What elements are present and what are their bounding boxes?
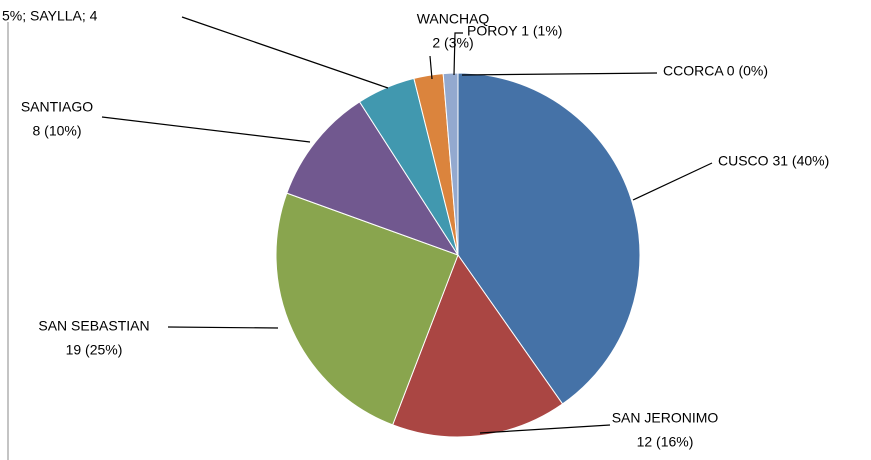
data-label: 19 (25%) [66, 342, 123, 358]
pie-slice [457, 72, 641, 405]
leader-line [461, 72, 658, 76]
data-label: CUSCO 31 (40%) [718, 153, 829, 169]
leader-line [479, 424, 611, 434]
data-label: POROY 1 (1%) [467, 23, 562, 39]
data-label: 2 (3%) [432, 35, 473, 51]
leader-line [167, 326, 279, 329]
data-label: WANCHAQ [417, 11, 490, 27]
leader-line [429, 55, 433, 80]
data-label: SAN JERONIMO [612, 410, 719, 426]
data-label: SANTIAGO [21, 99, 93, 115]
pie-slice [275, 192, 459, 426]
data-label: SAN SEBASTIAN [38, 318, 149, 334]
data-label: 5%; SAYLLA; 4 [2, 8, 98, 24]
data-label: 8 (10%) [32, 123, 81, 139]
data-label: 12 (16%) [637, 434, 694, 450]
pie-slice [286, 101, 460, 256]
pie-slice [392, 253, 564, 438]
data-label: CCORCA 0 (0%) [663, 63, 768, 79]
leader-line [181, 16, 389, 89]
leader-line [632, 162, 713, 201]
leader-line [101, 116, 311, 143]
leader-line [453, 32, 463, 76]
